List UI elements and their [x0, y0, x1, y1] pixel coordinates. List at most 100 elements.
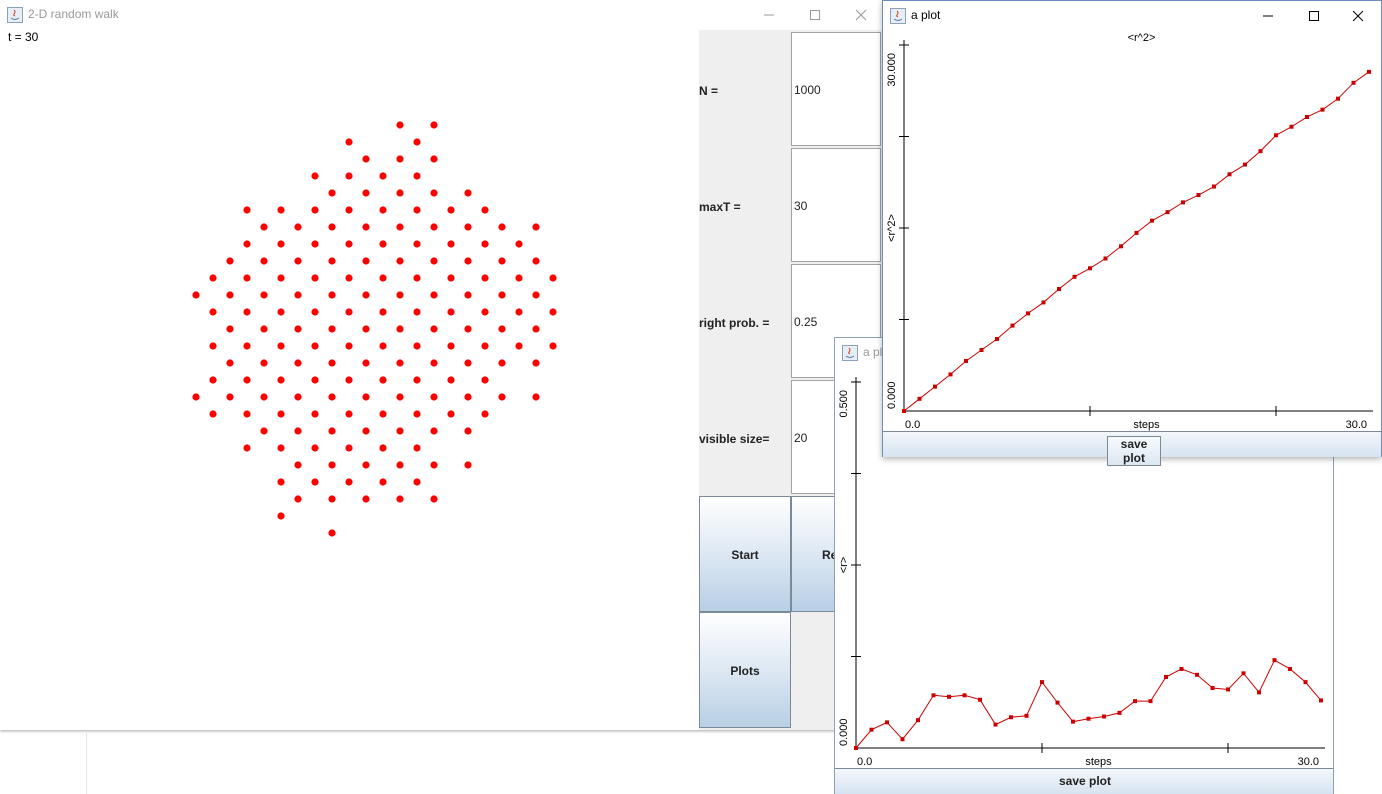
data-point: [1179, 666, 1184, 671]
walker-dot: [311, 410, 319, 418]
walker-dot: [243, 240, 251, 248]
walker-dot: [260, 223, 268, 231]
data-point: [1040, 680, 1044, 685]
data-point: [1241, 671, 1246, 676]
walker-dot: [413, 342, 421, 350]
desktop-divider: [86, 731, 87, 794]
minimize-button[interactable]: [746, 0, 792, 30]
data-point: [1057, 287, 1061, 291]
walker-dot: [549, 274, 557, 282]
data-point: [979, 348, 984, 352]
walker-dot: [260, 291, 268, 299]
data-point: [962, 693, 967, 698]
walker-dot: [362, 427, 370, 435]
walker-dot: [430, 291, 438, 299]
walker-dot: [311, 342, 319, 350]
walker-dot: [209, 274, 217, 282]
data-point: [1288, 666, 1292, 671]
plot-r2-chart: <r^2> steps 0.0 30.0 <r^2> 0.000 30.000: [886, 32, 1373, 431]
data-point: [1320, 107, 1325, 112]
plot-r-save-bar: save plot: [835, 768, 1333, 794]
maximize-button[interactable]: [1291, 1, 1337, 31]
random-walk-titlebar[interactable]: 2-D random walk: [0, 0, 882, 30]
y-axis-label: <r>: [838, 557, 850, 574]
data-point: [1102, 714, 1106, 719]
walker-dot: [447, 342, 455, 350]
save-plot-button[interactable]: save plot: [1058, 774, 1112, 788]
minimize-button[interactable]: [1245, 1, 1291, 31]
walker-dot: [379, 308, 387, 316]
x-tick-label: 0.0: [905, 419, 920, 431]
data-point: [1303, 680, 1308, 685]
walker-dot: [447, 308, 455, 316]
data-point: [1024, 713, 1029, 718]
walker-dot: [345, 376, 353, 384]
java-app-icon: [7, 7, 23, 23]
maxt-field[interactable]: 30: [791, 148, 881, 262]
walker-dot: [515, 308, 523, 316]
walker-dot: [277, 410, 285, 418]
plot-r2-titlebar[interactable]: a plot: [883, 1, 1381, 31]
walker-dot: [379, 410, 387, 418]
y-tick-label: 30.000: [886, 53, 898, 87]
visible-size-label: visible size=: [699, 432, 770, 446]
walker-dot: [260, 359, 268, 367]
walker-dot: [328, 359, 336, 367]
walker-dot: [413, 206, 421, 214]
walker-dot: [243, 376, 251, 384]
data-point: [885, 720, 889, 725]
data-point: [1026, 311, 1030, 316]
walker-dot: [277, 342, 285, 350]
walker-dot: [294, 291, 302, 299]
data-point: [1243, 162, 1247, 167]
walker-dot: [481, 240, 489, 248]
walker-dot: [192, 291, 200, 299]
walker-dot: [345, 410, 353, 418]
close-button[interactable]: [838, 0, 884, 30]
walker-dot: [413, 172, 421, 180]
walker-dot: [260, 325, 268, 333]
walker-dot: [226, 325, 234, 333]
data-point: [964, 358, 968, 363]
walker-dot: [430, 393, 438, 401]
walker-dot: [464, 189, 472, 197]
walker-dot: [243, 342, 251, 350]
walker-dot: [430, 359, 438, 367]
start-button[interactable]: Start: [699, 496, 791, 612]
data-point: [947, 694, 951, 699]
walker-dot: [396, 121, 404, 129]
right-prob-label: right prob. =: [699, 316, 770, 330]
walker-dot: [311, 206, 319, 214]
maximize-button[interactable]: [792, 0, 838, 30]
walker-dot: [311, 172, 319, 180]
walker-dot: [396, 461, 404, 469]
walker-dot: [413, 444, 421, 452]
walker-dot: [532, 393, 540, 401]
walker-dot: [413, 138, 421, 146]
walker-dot: [549, 308, 557, 316]
walker-dot: [277, 512, 285, 520]
walker-dot: [464, 393, 472, 401]
walker-dot: [396, 291, 404, 299]
walker-dot: [209, 376, 217, 384]
walker-dot: [226, 393, 234, 401]
walker-dot: [532, 257, 540, 265]
walker-dot: [226, 359, 234, 367]
y-tick-label: 0.000: [838, 718, 850, 746]
data-point: [900, 737, 905, 742]
walker-dot: [209, 342, 217, 350]
data-point: [1181, 200, 1185, 205]
close-button[interactable]: [1335, 1, 1381, 31]
walker-dot: [464, 325, 472, 333]
data-point: [1195, 672, 1199, 677]
walker-dot: [345, 206, 353, 214]
walker-dot: [345, 478, 353, 486]
walker-dot: [430, 427, 438, 435]
walker-dot: [413, 240, 421, 248]
walker-dot: [464, 461, 472, 469]
walker-dot: [430, 223, 438, 231]
save-plot-button[interactable]: save plot: [1107, 436, 1161, 466]
n-field[interactable]: 1000: [791, 32, 881, 146]
walker-dot: [430, 155, 438, 163]
plots-button[interactable]: Plots: [699, 612, 791, 728]
